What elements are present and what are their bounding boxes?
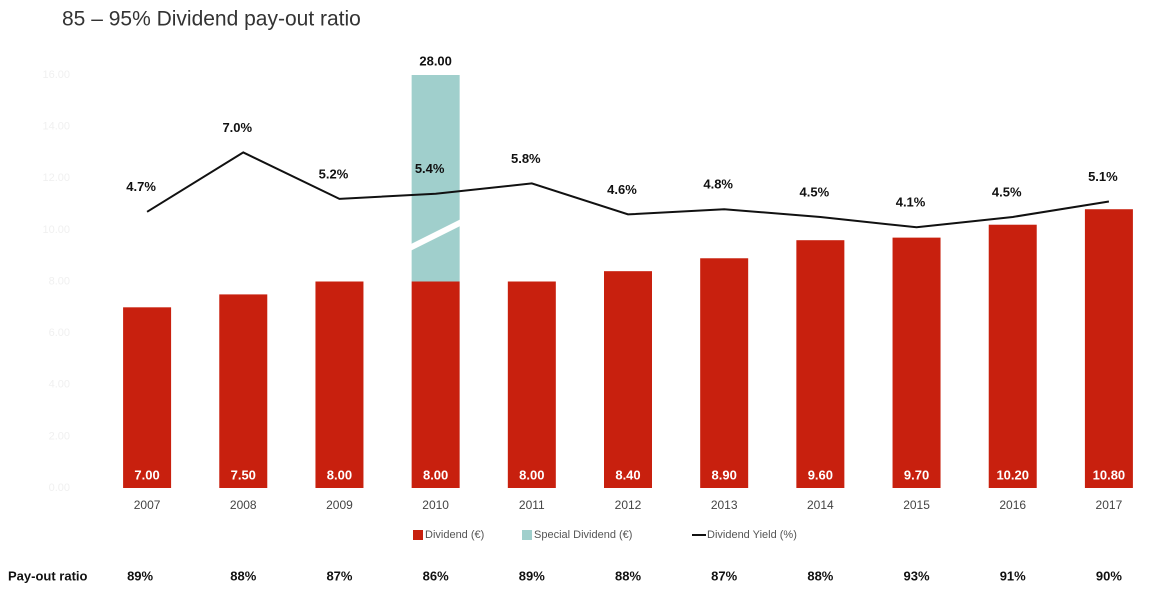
payout-value: 93% <box>904 568 930 583</box>
x-tick-label: 2009 <box>326 498 353 512</box>
y-tick-label: 12.00 <box>42 172 70 184</box>
payout-value: 89% <box>127 568 153 583</box>
legend-label: Special Dividend (€) <box>534 529 632 541</box>
x-tick-label: 2017 <box>1096 498 1123 512</box>
data-label: 10.20 <box>996 467 1029 482</box>
data-label: 7.50 <box>231 467 256 482</box>
legend-swatch <box>413 530 423 540</box>
axis-break <box>408 219 463 251</box>
data-label: 4.6% <box>607 182 637 197</box>
y-tick-label: 14.00 <box>42 121 70 133</box>
y-tick-label: 4.00 <box>49 379 70 391</box>
x-tick-label: 2010 <box>422 498 449 512</box>
data-label: 9.60 <box>808 467 833 482</box>
bar <box>411 75 460 282</box>
data-label: 4.7% <box>126 179 156 194</box>
payout-value: 86% <box>423 568 449 583</box>
data-label: 4.5% <box>992 184 1022 199</box>
legend-label: Dividend Yield (%) <box>707 529 797 541</box>
x-tick-label: 2011 <box>519 498 545 512</box>
data-label: 8.40 <box>615 467 640 482</box>
payout-label: Pay-out ratio <box>8 568 88 583</box>
bar <box>700 258 749 488</box>
bar <box>796 240 845 488</box>
x-tick-label: 2012 <box>615 498 642 512</box>
y-tick-label: 16.00 <box>42 69 70 81</box>
y-tick-label: 8.00 <box>49 275 70 287</box>
bar <box>988 224 1037 488</box>
x-tick-label: 2007 <box>134 498 161 512</box>
payout-value: 87% <box>326 568 352 583</box>
data-label: 8.00 <box>519 467 544 482</box>
x-tick-label: 2008 <box>230 498 257 512</box>
payout-value: 90% <box>1096 568 1122 583</box>
data-label: 10.80 <box>1093 467 1126 482</box>
bar <box>315 281 364 488</box>
data-label: 5.8% <box>511 151 541 166</box>
line <box>146 151 1110 229</box>
data-label: 8.90 <box>712 467 737 482</box>
payout-value: 88% <box>230 568 256 583</box>
bar <box>507 281 556 488</box>
legend-label: Dividend (€) <box>425 529 484 541</box>
data-label: 28.00 <box>419 53 452 68</box>
x-tick-label: 2015 <box>903 498 930 512</box>
data-label: 7.00 <box>134 467 159 482</box>
data-label: 7.0% <box>222 120 252 135</box>
y-tick-label: 6.00 <box>49 327 70 339</box>
payout-value: 91% <box>1000 568 1026 583</box>
payout-value: 89% <box>519 568 545 583</box>
data-label: 8.00 <box>423 467 448 482</box>
data-label: 5.2% <box>319 166 349 181</box>
bar <box>219 294 268 488</box>
data-label: 9.70 <box>904 467 929 482</box>
bar <box>892 237 941 488</box>
data-label: 4.8% <box>703 177 733 192</box>
payout-value: 88% <box>615 568 641 583</box>
chart-title: 85 – 95% Dividend pay-out ratio <box>62 8 361 31</box>
bar <box>123 307 172 488</box>
payout-value: 88% <box>807 568 833 583</box>
x-tick-label: 2016 <box>999 498 1026 512</box>
data-label: 4.1% <box>896 195 926 210</box>
y-tick-label: 10.00 <box>42 224 70 236</box>
data-label: 4.5% <box>800 184 830 199</box>
y-tick-label: 0.00 <box>49 482 70 494</box>
x-tick-label: 2013 <box>711 498 738 512</box>
y-tick-label: 2.00 <box>49 430 70 442</box>
data-label: 5.1% <box>1088 169 1118 184</box>
x-tick-label: 2014 <box>807 498 834 512</box>
bar <box>411 281 460 488</box>
legend-swatch <box>522 530 532 540</box>
bar <box>604 271 652 488</box>
payout-value: 87% <box>711 568 737 583</box>
plot <box>123 75 1133 488</box>
data-label: 5.4% <box>415 161 445 176</box>
data-label: 8.00 <box>327 467 352 482</box>
bar <box>1084 209 1133 488</box>
